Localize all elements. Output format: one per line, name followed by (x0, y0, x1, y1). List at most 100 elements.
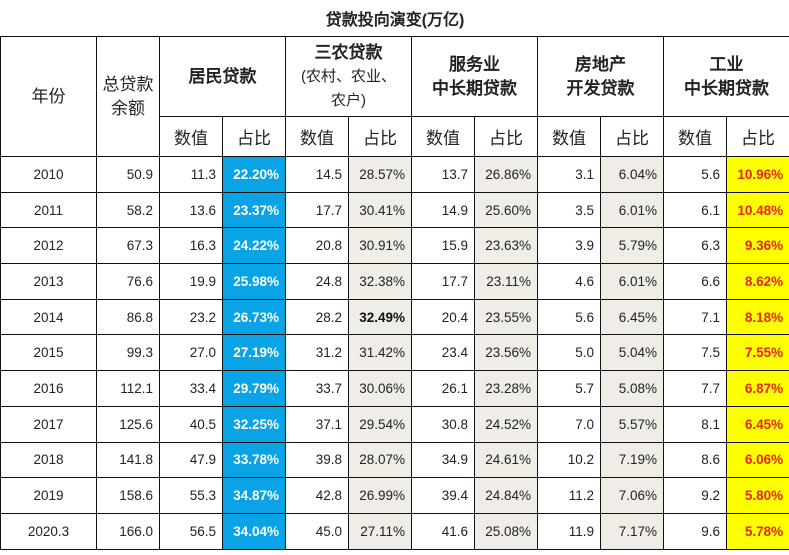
cell-value: 8.6 (663, 441, 727, 479)
cell-share: 30.06% (348, 370, 412, 407)
cell-value: 26.1 (411, 370, 475, 407)
header-realestate-line2: 开发贷款 (566, 78, 635, 98)
cell-total: 112.1 (96, 370, 160, 407)
header-realestate-line1: 房地产 (575, 54, 626, 74)
cell-value: 5.0 (537, 334, 601, 372)
header-service-line1: 服务业 (449, 54, 500, 74)
table-row: 2010 50.9 11.3 22.20% 14.5 28.57% 13.7 26.86% 3.… (0, 156, 789, 193)
cell-share: 6.06% (725, 441, 789, 479)
cell-share: 32.38% (348, 263, 412, 300)
cell-value: 16.3 (159, 227, 223, 265)
cell-share: 6.04% (600, 156, 664, 193)
table-row: 2017 125.6 40.5 32.25% 37.1 29.54% 30.8 24.52% 7… (0, 405, 789, 443)
cell-value: 24.8 (285, 263, 349, 300)
header-value: 数值 (537, 116, 601, 157)
cell-total: 58.2 (96, 191, 160, 229)
cell-value: 14.5 (285, 156, 349, 193)
table-row: 2018 141.8 47.9 33.78% 39.8 28.07% 34.9 24.61% 1… (0, 441, 789, 479)
cell-share: 24.84% (474, 477, 538, 514)
header-total-line1: 总贷款 (102, 74, 154, 94)
cell-value: 33.4 (159, 370, 223, 407)
cell-share: 23.55% (474, 298, 538, 336)
cell-value: 30.8 (411, 405, 475, 443)
cell-share: 6.45% (600, 298, 664, 336)
cell-value: 11.2 (537, 477, 601, 514)
cell-value: 5.7 (537, 370, 601, 407)
cell-year: 2018 (0, 441, 97, 479)
cell-total: 50.9 (96, 156, 160, 193)
header-year: 年份 (0, 36, 97, 157)
table-row: 2014 86.8 23.2 26.73% 28.2 32.49% 20.4 23.55% 5.… (0, 298, 789, 336)
cell-share: 8.62% (725, 263, 789, 300)
cell-share: 32.49% (348, 298, 412, 336)
table-row: 2016 112.1 33.4 29.79% 33.7 30.06% 26.1 23.28% 5… (0, 370, 789, 407)
cell-share: 24.22% (222, 227, 286, 265)
header-realestate-loans: 房地产 开发贷款 (537, 36, 664, 117)
cell-share: 28.57% (348, 156, 412, 193)
cell-value: 20.4 (411, 298, 475, 336)
cell-value: 28.2 (285, 298, 349, 336)
cell-share: 34.87% (222, 477, 286, 514)
cell-share: 23.56% (474, 334, 538, 372)
cell-share: 7.55% (725, 334, 789, 372)
header-share: 占比 (348, 116, 412, 157)
cell-value: 56.5 (159, 512, 223, 550)
cell-value: 11.3 (159, 156, 223, 193)
header-resident-loans: 居民贷款 (159, 36, 286, 117)
header-value: 数值 (411, 116, 475, 157)
cell-value: 6.6 (663, 263, 727, 300)
cell-share: 25.98% (222, 263, 286, 300)
table-row: 2015 99.3 27.0 27.19% 31.2 31.42% 23.4 23.56% 5.… (0, 334, 789, 372)
cell-value: 17.7 (411, 263, 475, 300)
cell-share: 5.79% (600, 227, 664, 265)
cell-share: 27.11% (348, 512, 412, 550)
table-row: 2019 158.6 55.3 34.87% 42.8 26.99% 39.4 24.84% 1… (0, 477, 789, 514)
cell-year: 2014 (0, 298, 97, 336)
cell-share: 30.91% (348, 227, 412, 265)
header-service-loans: 服务业 中长期贷款 (411, 36, 538, 117)
header-share: 占比 (600, 116, 664, 157)
cell-share: 7.19% (600, 441, 664, 479)
header-industry-loans: 工业 中长期贷款 (662, 36, 789, 117)
cell-share: 9.36% (725, 227, 789, 265)
cell-share: 33.78% (222, 441, 286, 479)
header-value: 数值 (285, 116, 349, 157)
header-value: 数值 (159, 116, 223, 157)
cell-value: 10.2 (537, 441, 601, 479)
cell-value: 41.6 (411, 512, 475, 550)
cell-total: 99.3 (96, 334, 160, 372)
cell-value: 55.3 (159, 477, 223, 514)
cell-value: 23.4 (411, 334, 475, 372)
cell-value: 13.6 (159, 191, 223, 229)
header-total-line2: 余额 (111, 98, 145, 118)
header-industry-line2: 中长期贷款 (684, 78, 770, 98)
cell-share: 26.99% (348, 477, 412, 514)
header-resident-label: 居民贷款 (188, 66, 257, 86)
cell-value: 5.6 (537, 298, 601, 336)
cell-year: 2017 (0, 405, 97, 443)
cell-value: 20.8 (285, 227, 349, 265)
header-agri-loans: 三农贷款 (农村、农业、 农户) (285, 36, 412, 117)
cell-total: 166.0 (96, 512, 160, 550)
cell-share: 23.11% (474, 263, 538, 300)
cell-share: 6.45% (725, 405, 789, 443)
cell-total: 67.3 (96, 227, 160, 265)
cell-share: 10.48% (725, 191, 789, 229)
cell-value: 4.6 (537, 263, 601, 300)
cell-year: 2016 (0, 370, 97, 407)
cell-share: 8.18% (725, 298, 789, 336)
table-row: 2020.3 166.0 56.5 34.04% 45.0 27.11% 41.6 25.08… (0, 512, 789, 550)
cell-value: 47.9 (159, 441, 223, 479)
cell-year: 2010 (0, 156, 97, 193)
cell-share: 23.37% (222, 191, 286, 229)
cell-value: 6.1 (663, 191, 727, 229)
cell-value: 7.5 (663, 334, 727, 372)
cell-value: 34.9 (411, 441, 475, 479)
cell-total: 86.8 (96, 298, 160, 336)
cell-value: 7.1 (663, 298, 727, 336)
table-row: 2013 76.6 19.9 25.98% 24.8 32.38% 17.7 23.11% 4.… (0, 263, 789, 300)
cell-value: 33.7 (285, 370, 349, 407)
cell-share: 5.78% (725, 512, 789, 550)
table-row: 2011 58.2 13.6 23.37% 17.7 30.41% 14.9 25.60% 3.… (0, 191, 789, 229)
